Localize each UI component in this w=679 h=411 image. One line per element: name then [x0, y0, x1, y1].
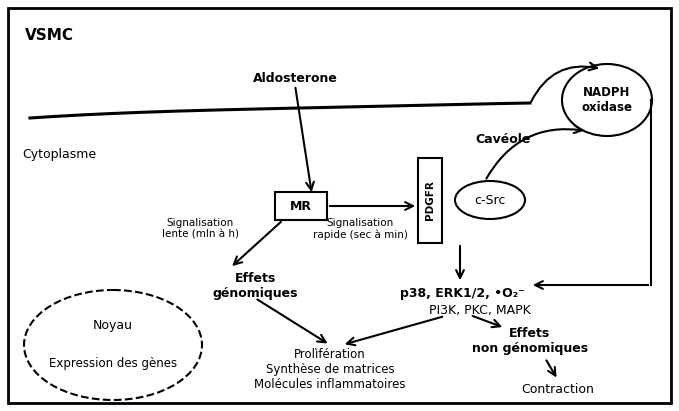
- Text: PI3K, PKC, MAPK: PI3K, PKC, MAPK: [429, 304, 531, 317]
- Ellipse shape: [562, 64, 652, 136]
- Text: Aldosterone: Aldosterone: [253, 72, 337, 85]
- Text: Expression des gènes: Expression des gènes: [49, 356, 177, 369]
- Ellipse shape: [455, 181, 525, 219]
- Text: Noyau: Noyau: [93, 319, 133, 332]
- Bar: [418, 158, 442, 243]
- Text: Signalisation
rapide (sec à min): Signalisation rapide (sec à min): [312, 218, 407, 240]
- Text: Cavéole: Cavéole: [475, 133, 531, 146]
- Text: Effets
non génomiques: Effets non génomiques: [472, 327, 588, 355]
- Text: NADPH
oxidase: NADPH oxidase: [581, 86, 633, 114]
- Ellipse shape: [24, 290, 202, 400]
- Bar: [275, 192, 327, 220]
- Text: c-Src: c-Src: [475, 194, 506, 206]
- Text: Cytoplasme: Cytoplasme: [22, 148, 96, 161]
- Text: Prolìfération
Synthèse de matrices
Molécules inflammatoires: Prolìfération Synthèse de matrices Moléc…: [254, 348, 406, 391]
- Text: p38, ERK1/2, •O₂⁻: p38, ERK1/2, •O₂⁻: [400, 287, 524, 300]
- Text: Contraction: Contraction: [521, 383, 594, 396]
- Text: MR: MR: [290, 199, 312, 212]
- Text: Signalisation
lente (mln à h): Signalisation lente (mln à h): [162, 218, 238, 240]
- Text: VSMC: VSMC: [25, 28, 74, 43]
- Text: Effets
génomiques: Effets génomiques: [213, 272, 298, 300]
- Text: PDGFR: PDGFR: [425, 180, 435, 220]
